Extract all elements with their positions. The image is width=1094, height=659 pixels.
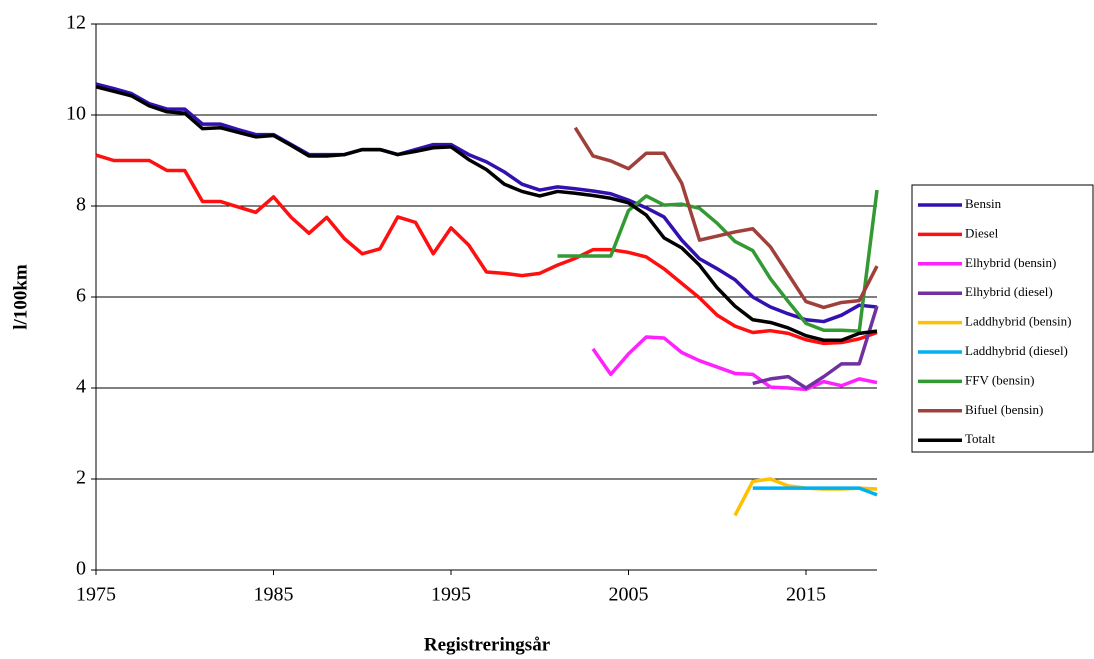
y-tick-label: 8 (76, 194, 86, 216)
y-axis-label: l/100km (10, 264, 31, 330)
legend-label: Laddhybrid (diesel) (965, 343, 1068, 358)
y-tick-label: 12 (66, 12, 86, 34)
y-tick-label: 4 (76, 376, 86, 398)
series-line (95, 85, 878, 342)
x-tick-label: 2005 (609, 584, 649, 606)
legend-label: Totalt (965, 431, 996, 446)
legend-box (911, 184, 1094, 453)
series-line (752, 486, 878, 497)
series-line (573, 126, 879, 310)
legend-label: Elhybrid (diesel) (965, 284, 1053, 299)
y-tick-label: 0 (76, 558, 86, 580)
series-line (557, 189, 879, 333)
legend-label: Bifuel (bensin) (965, 402, 1043, 417)
legend-label: Diesel (965, 225, 999, 240)
legend-label: Laddhybrid (bensin) (965, 314, 1072, 329)
y-tick-label: 2 (76, 467, 86, 489)
x-axis-label: Registreringsår (424, 634, 551, 655)
x-tick-label: 2015 (786, 584, 826, 606)
x-tick-label: 1975 (76, 584, 116, 606)
series-line (752, 305, 879, 390)
x-tick-label: 1985 (254, 584, 294, 606)
series-line (95, 82, 878, 324)
legend-label: FFV (bensin) (965, 372, 1034, 387)
y-tick-label: 10 (66, 103, 86, 125)
series-line (591, 335, 878, 392)
series-line (733, 477, 878, 517)
legend-label: Elhybrid (bensin) (965, 255, 1056, 270)
x-tick-label: 1995 (431, 584, 471, 606)
legend-label: Bensin (965, 196, 1002, 211)
y-tick-label: 6 (76, 285, 86, 307)
series-line (95, 153, 878, 346)
